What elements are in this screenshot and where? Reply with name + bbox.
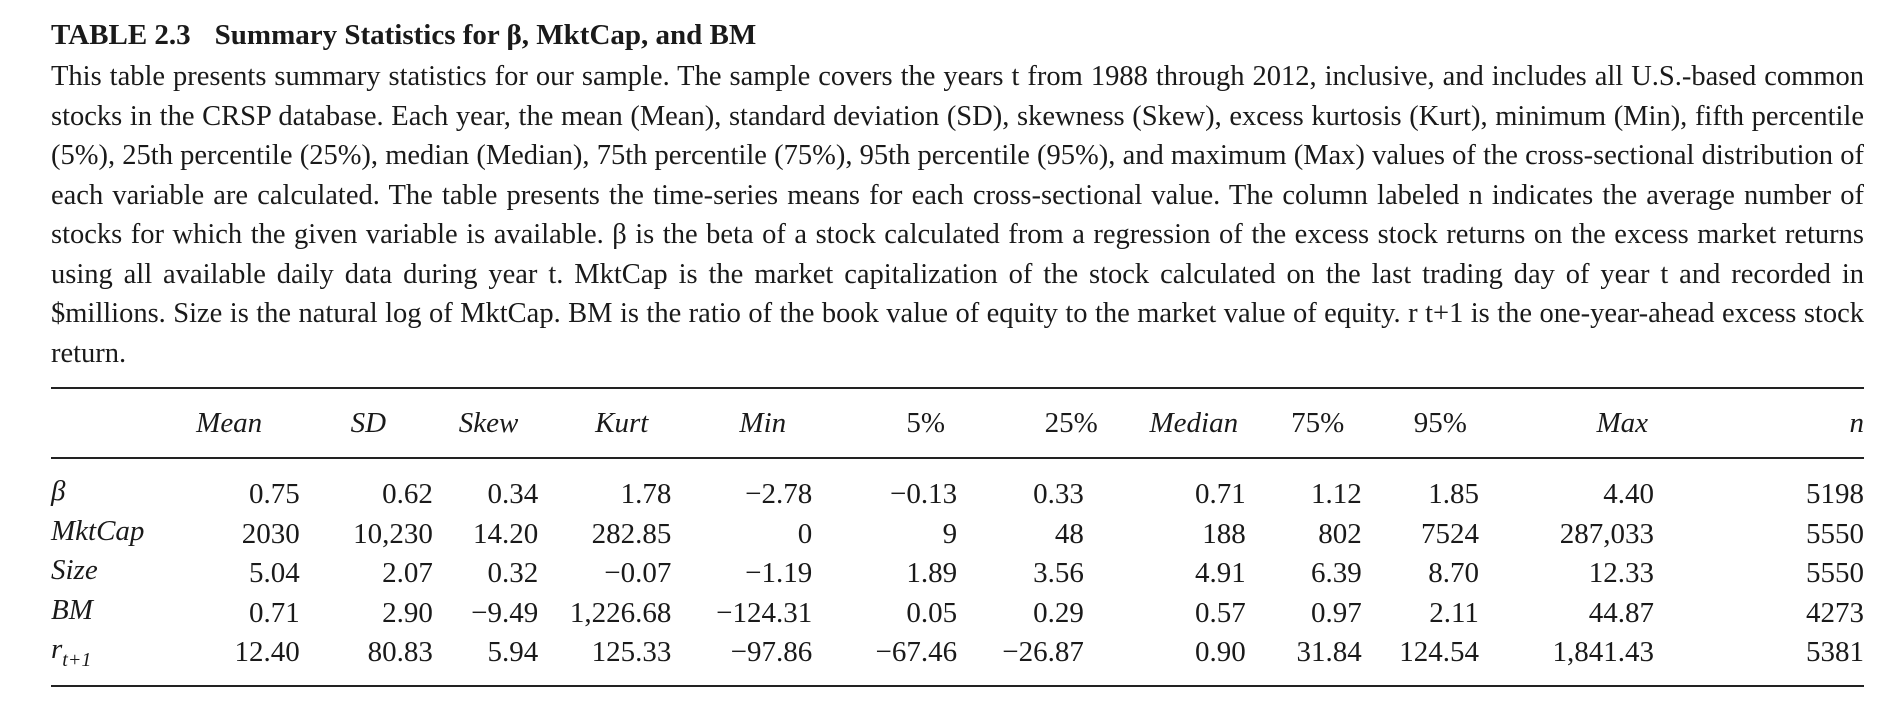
column-header-label <box>51 388 173 458</box>
table-cell: 4.40 <box>1603 478 1654 511</box>
page: TABLE 2.3 Summary Statistics for β, MktCa… <box>51 16 1864 687</box>
table-cell: 0.71 <box>248 596 300 629</box>
column-header: n <box>1849 406 1865 439</box>
table-cell: 3.56 <box>1033 557 1084 590</box>
table-title: Summary Statistics for β, MktCap, and BM <box>214 19 757 51</box>
table-cell: −1.19 <box>745 557 813 590</box>
table-cell: 2.11 <box>1429 596 1479 629</box>
table-row: β 0.75 0.62 0.34 1.78 −2.78 −0.13 0.33 0.71 1.12 1… <box>51 458 1864 515</box>
table-title-line: TABLE 2.3 Summary Statistics for β, MktCa… <box>51 16 1864 55</box>
table-cell: 8.70 <box>1428 557 1479 590</box>
table-cell: 5.94 <box>487 636 539 669</box>
table-cell: −97.86 <box>730 636 813 669</box>
table-cell: 1,226.68 <box>569 596 672 629</box>
table-cell: 31.84 <box>1296 636 1362 669</box>
table-cell: 1.89 <box>906 557 958 590</box>
table-cell: 1.12 <box>1310 478 1362 511</box>
column-header: SD <box>350 406 387 439</box>
table-body: β 0.75 0.62 0.34 1.78 −2.78 −0.13 0.33 0.71 1.12 1… <box>51 458 1864 686</box>
row-label: β <box>51 458 173 515</box>
row-label: rt+1 <box>51 633 173 686</box>
column-header: 75% <box>1291 406 1345 439</box>
column-header: Mean <box>196 406 263 439</box>
table-cell: 0.75 <box>248 478 300 511</box>
table-cell: 14.20 <box>472 517 539 550</box>
table-cell: 0.32 <box>487 557 539 590</box>
table-cell: 2.90 <box>382 596 433 629</box>
table-cell: 0.71 <box>1194 478 1246 511</box>
table-caption-text: This table presents summary statistics f… <box>51 61 1864 369</box>
table-cell: 125.33 <box>591 636 672 669</box>
table-cell: 4.91 <box>1194 557 1246 590</box>
table-row: rt+1 12.40 80.83 5.94 125.33 −97.86 −67.46 −26.… <box>51 633 1864 686</box>
column-header: Skew <box>458 406 519 439</box>
table-cell: 287,033 <box>1559 517 1654 550</box>
row-label: BM <box>51 594 173 634</box>
table-cell: 2030 <box>241 517 300 550</box>
table-cell: 0.57 <box>1194 596 1246 629</box>
table-cell: 802 <box>1318 517 1362 550</box>
table-cell: 5.04 <box>248 557 300 590</box>
table-cell: 12.40 <box>234 636 300 669</box>
column-header: 25% <box>1044 406 1098 439</box>
column-header: 5% <box>906 406 946 439</box>
row-label-subscript: t+1 <box>62 649 92 672</box>
table-cell: 0.62 <box>382 478 433 511</box>
table-cell: 1,841.43 <box>1552 636 1655 669</box>
table-cell: 44.87 <box>1588 596 1654 629</box>
table-cell: 7524 <box>1420 517 1479 550</box>
table-cell: 282.85 <box>591 517 672 550</box>
row-label: Size <box>51 554 173 594</box>
row-label-text: Size <box>51 554 98 587</box>
column-header: Median <box>1149 406 1239 439</box>
column-header: Kurt <box>595 406 649 439</box>
table-cell: 10,230 <box>353 517 433 550</box>
table-cell: −67.46 <box>875 636 958 669</box>
table-cell: 0.05 <box>906 596 958 629</box>
table-cell: 6.39 <box>1310 557 1362 590</box>
table-cell: 0.29 <box>1033 596 1084 629</box>
table-cell: 80.83 <box>367 636 433 669</box>
column-header: Max <box>1596 406 1648 439</box>
row-label: MktCap <box>51 515 173 555</box>
table-row: MktCap 2030 10,230 14.20 282.85 0 9 48 188 802 752… <box>51 515 1864 555</box>
table-cell: −26.87 <box>1002 636 1084 669</box>
table-cell: 2.07 <box>382 557 433 590</box>
table-cell: 5381 <box>1806 636 1864 669</box>
table-cell: 0.97 <box>1310 596 1362 629</box>
table-caption: This table presents summary statistics f… <box>51 57 1864 373</box>
column-header: 95% <box>1413 406 1467 439</box>
table-row: Size 5.04 2.07 0.32 −0.07 −1.19 1.89 3.56 4.91 6.… <box>51 554 1864 594</box>
column-header: Min <box>739 406 787 439</box>
table-cell: 0 <box>797 517 813 550</box>
table-cell: −9.49 <box>471 596 539 629</box>
table-cell: 188 <box>1202 517 1246 550</box>
table-cell: 124.54 <box>1399 636 1479 669</box>
row-label-text: MktCap <box>51 514 145 547</box>
table-cell: 5550 <box>1806 557 1864 590</box>
table-cell: −2.78 <box>745 478 813 511</box>
table-cell: −124.31 <box>716 596 813 629</box>
table-cell: 1.85 <box>1428 478 1479 511</box>
row-label-text: r <box>51 633 63 666</box>
table-cell: 5550 <box>1806 517 1864 550</box>
table-cell: 4273 <box>1806 596 1864 629</box>
table-cell: 0.90 <box>1194 636 1246 669</box>
table-header-row: Mean SD Skew Kurt Min 5% 25% Median 75% 95% Max n <box>51 388 1865 459</box>
table-cell: 0.34 <box>487 478 539 511</box>
table-number: TABLE 2.3 <box>51 19 191 51</box>
table-cell: 9 <box>942 517 958 550</box>
table-cell: 48 <box>1054 517 1084 550</box>
row-label-text: BM <box>51 593 93 626</box>
table-cell: 5198 <box>1806 478 1864 511</box>
table-cell: 1.78 <box>620 478 672 511</box>
summary-statistics-table: Mean SD Skew Kurt Min 5% 25% Median 75% 95% Max n β… <box>51 387 1864 687</box>
table-cell: −0.07 <box>604 557 672 590</box>
table-cell: −0.13 <box>889 478 958 511</box>
row-label-text: β <box>51 475 66 508</box>
table-row: BM 0.71 2.90 −9.49 1,226.68 −124.31 0.05 0.29 0.… <box>51 594 1864 634</box>
table-cell: 12.33 <box>1588 557 1654 590</box>
table-cell: 0.33 <box>1033 478 1084 511</box>
